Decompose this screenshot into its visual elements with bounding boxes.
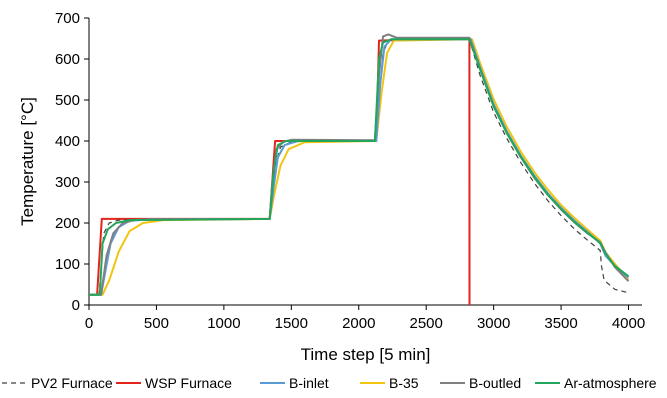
x-tick-label: 2500 <box>410 315 443 332</box>
series-line-ar-atmosphere <box>89 38 630 296</box>
y-tick-label: 600 <box>55 51 80 68</box>
y-tick-label: 400 <box>55 133 80 150</box>
x-tick-label: 3500 <box>544 315 577 332</box>
y-tick-label: 200 <box>55 215 80 232</box>
legend-label: PV2 Furnace <box>31 375 113 391</box>
x-tick-label: 1500 <box>275 315 308 332</box>
series-line-b-outled <box>89 33 630 296</box>
legend-item-b-35: B-35 <box>360 375 419 391</box>
legend-item-pv2-furnace: PV2 Furnace <box>2 375 113 391</box>
y-tick-label: 500 <box>55 92 80 109</box>
legend-label: B-outled <box>469 375 521 391</box>
x-tick-label: 500 <box>144 315 169 332</box>
axes-layer: 0 100 200 300 400 500 600 700 0 500 1000 1500 2000 25… <box>18 10 645 364</box>
y-tick-label: 300 <box>55 174 80 191</box>
series-layer <box>89 33 630 306</box>
legend-item-ar-atmosphere: Ar-atmosphere <box>535 375 657 391</box>
y-tick-label: 0 <box>72 297 80 314</box>
x-tick-label: 1000 <box>207 315 240 332</box>
legend-label: B-35 <box>389 375 419 391</box>
series-line-pv2-furnace <box>89 38 629 296</box>
x-tick-label: 2000 <box>342 315 375 332</box>
legend-label: B-inlet <box>289 375 329 391</box>
x-tick-label: 0 <box>85 315 93 332</box>
series-line-b-35 <box>89 38 630 296</box>
legend-label: WSP Furnace <box>145 375 232 391</box>
legend-label: Ar-atmosphere <box>564 375 657 391</box>
y-axis-title: Temperature [°C] <box>18 97 37 226</box>
x-tick-label: 3000 <box>477 315 510 332</box>
x-tick-label: 4000 <box>612 315 645 332</box>
legend-item-wsp-furnace: WSP Furnace <box>116 375 232 391</box>
x-axis-title: Time step [5 min] <box>301 345 431 364</box>
series-line-b-inlet <box>89 38 630 296</box>
legend: PV2 Furnace WSP Furnace B-inlet B-35 B-outle… <box>2 375 657 391</box>
y-tick-label: 100 <box>55 256 80 273</box>
y-tick-label: 700 <box>55 10 80 27</box>
legend-item-b-inlet: B-inlet <box>260 375 329 391</box>
legend-item-b-outled: B-outled <box>440 375 521 391</box>
